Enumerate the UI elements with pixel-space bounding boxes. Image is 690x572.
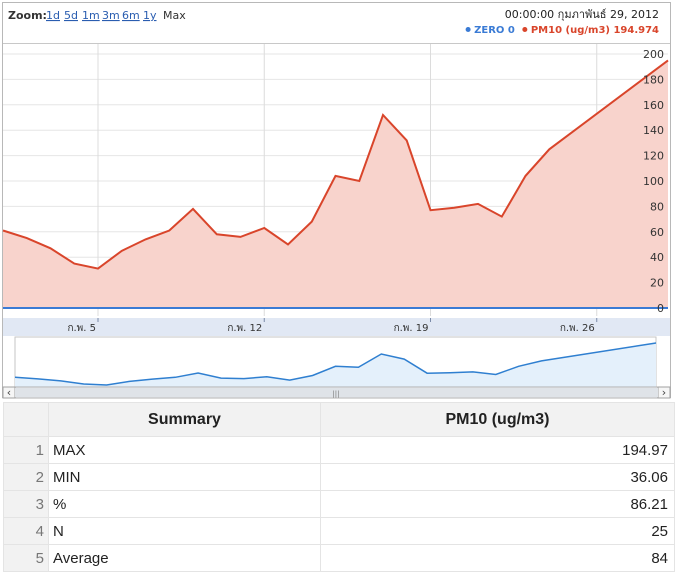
y-tick-label: 140 [643, 124, 664, 137]
row-index: 4 [3, 517, 49, 545]
chart-svg: Zoom: 1d 5d 1m 3m 6m 1y Max 00:00:00 กุม… [2, 2, 671, 399]
summary-header-row: Summary PM10 (ug/m3) [3, 402, 675, 437]
y-axis-ticks: 0 20 40 60 80 100 120 140 160 180 200 [643, 48, 664, 315]
row-label: Average [48, 544, 321, 572]
x-tick-label: ก.พ. 19 [394, 323, 429, 334]
row-value: 25 [320, 517, 675, 545]
y-tick-label: 40 [650, 251, 664, 264]
row-value: 36.06 [320, 463, 675, 491]
y-tick-label: 160 [643, 99, 664, 112]
table-row: 5 Average 84 [3, 544, 675, 572]
zoom-3m-link[interactable]: 3m [102, 9, 120, 22]
table-row: 1 MAX 194.97 [3, 436, 675, 464]
chevron-right-icon: › [662, 386, 666, 399]
y-tick-label: 20 [650, 277, 664, 290]
zoom-max-label[interactable]: Max [163, 9, 186, 22]
zoom-label: Zoom: [8, 9, 47, 22]
scrollbar-grip-icon: ||| [332, 390, 339, 398]
x-axis-ticks: ก.พ. 5 ก.พ. 12 ก.พ. 19 ก.พ. 26 [67, 318, 598, 334]
zoom-5d-link[interactable]: 5d [64, 9, 78, 22]
row-value: 84 [320, 544, 675, 572]
x-tick-label: ก.พ. 12 [227, 323, 262, 334]
legend-marker-icon [522, 27, 528, 32]
scrollbar-thumb[interactable] [15, 388, 658, 397]
summary-table: Summary PM10 (ug/m3) 1 MAX 194.97 2 MIN … [3, 402, 675, 572]
row-label: MAX [48, 436, 321, 464]
chevron-left-icon: ‹ [7, 386, 11, 399]
x-tick-label: ก.พ. 5 [67, 323, 96, 334]
table-row: 4 N 25 [3, 517, 675, 545]
header-corner [3, 402, 49, 437]
legend-marker-icon [465, 27, 471, 32]
row-index: 2 [3, 463, 49, 491]
y-tick-label: 100 [643, 175, 664, 188]
row-value: 86.21 [320, 490, 675, 518]
navigator-line [14, 342, 657, 386]
x-axis-band [3, 318, 670, 336]
row-index: 5 [3, 544, 49, 572]
zoom-1y-link[interactable]: 1y [143, 9, 157, 22]
zoom-1d-link[interactable]: 1d [46, 9, 60, 22]
table-row: 3 % 86.21 [3, 490, 675, 518]
x-tick-label: ก.พ. 26 [560, 323, 595, 334]
legend-label: PM10 (ug/m3) 194.974 [531, 25, 659, 36]
y-tick-label: 180 [643, 73, 664, 86]
y-tick-label: 200 [643, 48, 664, 61]
y-tick-label: 0 [657, 302, 664, 315]
summary-column-header[interactable]: Summary [48, 402, 321, 437]
pm10-line [2, 59, 669, 270]
chart-legend: PM10 (ug/m3) 194.974 ZERO 0 [465, 25, 659, 36]
date-readout: 00:00:00 กุมภาพันธ์ 29, 2012 [505, 8, 659, 21]
navigator-area-fill [15, 343, 656, 387]
row-label: N [48, 517, 321, 545]
zoom-6m-link[interactable]: 6m [122, 9, 140, 22]
row-label: % [48, 490, 321, 518]
pm10-area-fill [3, 60, 668, 309]
legend-label: ZERO 0 [474, 25, 515, 36]
y-tick-label: 60 [650, 226, 664, 239]
time-series-chart: Zoom: 1d 5d 1m 3m 6m 1y Max 00:00:00 กุม… [2, 2, 671, 399]
table-row: 2 MIN 36.06 [3, 463, 675, 491]
row-index: 3 [3, 490, 49, 518]
y-tick-label: 80 [650, 200, 664, 213]
row-label: MIN [48, 463, 321, 491]
zoom-1m-link[interactable]: 1m [82, 9, 100, 22]
row-index: 1 [3, 436, 49, 464]
row-value: 194.97 [320, 436, 675, 464]
pm10-column-header[interactable]: PM10 (ug/m3) [320, 402, 675, 437]
y-tick-label: 120 [643, 150, 664, 163]
